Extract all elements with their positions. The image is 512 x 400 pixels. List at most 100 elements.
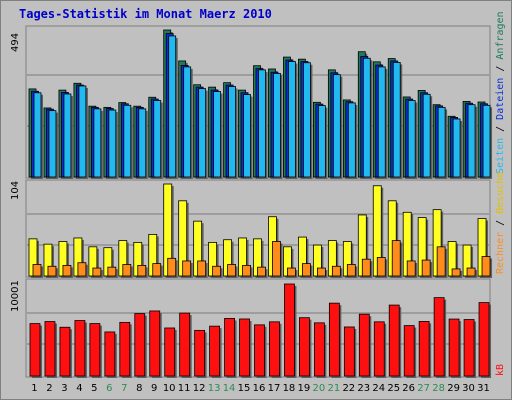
bar-seiten-26 [407,100,416,178]
day-label-20: 20 [313,383,326,394]
day-label-11: 11 [178,383,191,394]
bar-kb-3 [59,326,71,377]
legend-sep-3: / [495,214,506,232]
bar-seiten-24 [377,66,386,178]
bar-kb-11 [179,312,191,377]
bar-kb-12 [194,329,206,377]
legend-seiten: Seiten [495,138,506,174]
bar-kb-15 [239,318,250,377]
bars-group [28,29,493,378]
bar-rechner-5 [92,267,102,277]
bar-seiten-30 [467,104,476,178]
bar-seiten-5 [93,108,102,178]
bar-seiten-13 [213,91,222,178]
bar-seiten-20 [317,105,326,178]
bar-seiten-4 [78,85,87,178]
bar-rechner-26 [406,260,416,277]
bar-seiten-9 [153,100,162,178]
bar-seiten-28 [437,106,446,178]
legend-dateien: Dateien [495,78,506,120]
day-label-14: 14 [223,383,236,394]
bar-kb-1 [29,323,41,377]
bar-rechner-11 [182,260,192,277]
bar-seiten-23 [362,57,371,178]
bar-kb-24 [373,321,385,377]
day-label-26: 26 [402,383,415,394]
bar-rechner-19 [302,263,311,277]
bar-rechner-6 [107,266,117,277]
legend-kb: kB [495,364,506,376]
bar-rechner-4 [77,262,87,277]
bar-kb-2 [44,321,56,377]
day-label-30: 30 [462,383,475,394]
legend-mid: Rechner / Besuche [495,172,506,274]
bar-kb-27 [418,321,430,377]
bar-kb-6 [104,331,116,377]
bar-seiten-12 [198,88,207,178]
bar-rechner-23 [361,258,371,277]
bar-seiten-2 [48,110,57,178]
bar-rechner-20 [316,267,326,277]
bar-rechner-21 [331,265,341,277]
bar-seiten-11 [183,66,192,178]
legend-sep-1: / [495,120,506,138]
bar-kb-17 [269,321,280,377]
day-label-22: 22 [342,383,355,394]
day-labels: 1 2 3 4 5 6 7 8 9 10 11 12 13 14 15 16 17 18 19 20 21 22 23 24 2… [31,383,490,394]
day-label-19: 19 [298,383,311,394]
bar-kb-19 [299,317,310,377]
day-label-6: 6 [106,383,112,394]
day-label-7: 7 [121,383,127,394]
bar-seiten-1 [33,92,42,178]
bar-seiten-19 [303,62,311,178]
bar-rechner-14 [227,264,236,277]
legend-bottom: kB [495,364,506,376]
bar-kb-14 [224,318,235,377]
bar-rechner-15 [242,264,251,277]
bar-rechner-18 [287,267,296,277]
bar-kb-16 [254,324,265,377]
day-label-3: 3 [61,383,67,394]
bar-kb-31 [478,302,490,377]
bar-kb-9 [149,310,161,377]
day-label-9: 9 [151,383,157,394]
bar-seiten-18 [288,61,296,178]
day-label-29: 29 [447,383,460,394]
bar-kb-5 [89,323,101,377]
bar-rechner-27 [421,259,431,277]
bar-rechner-28 [436,246,446,277]
bar-rechner-25 [391,240,401,277]
bar-seiten-17 [273,73,281,178]
bar-rechner-2 [47,265,57,277]
bar-rechner-31 [481,256,491,277]
bar-kb-22 [343,326,355,377]
bar-kb-18 [284,283,295,377]
bar-kb-13 [209,325,221,377]
bar-kb-26 [403,325,415,377]
day-label-12: 12 [193,383,206,394]
bar-seiten-25 [392,62,401,178]
bar-seiten-14 [228,86,236,178]
top-max-label: 494 [10,33,21,52]
bar-seiten-29 [452,118,461,178]
bar-rechner-8 [137,264,147,277]
bar-rechner-16 [257,266,266,277]
day-label-16: 16 [253,383,266,394]
day-label-27: 27 [417,383,430,394]
bar-rechner-29 [451,268,461,277]
bar-rechner-1 [32,264,42,277]
bar-kb-25 [388,304,400,377]
bar-seiten-15 [243,94,251,178]
day-label-15: 15 [238,383,251,394]
day-label-21: 21 [327,383,340,394]
bar-kb-30 [463,319,475,377]
bar-kb-29 [448,318,460,377]
day-label-24: 24 [372,383,385,394]
mid-max-label: 104 [10,181,21,200]
bar-rechner-9 [152,263,162,277]
bar-rechner-10 [167,257,177,277]
bar-rechner-30 [466,267,476,277]
bar-seiten-3 [63,93,72,178]
bar-kb-28 [433,297,445,377]
day-label-4: 4 [76,383,82,394]
